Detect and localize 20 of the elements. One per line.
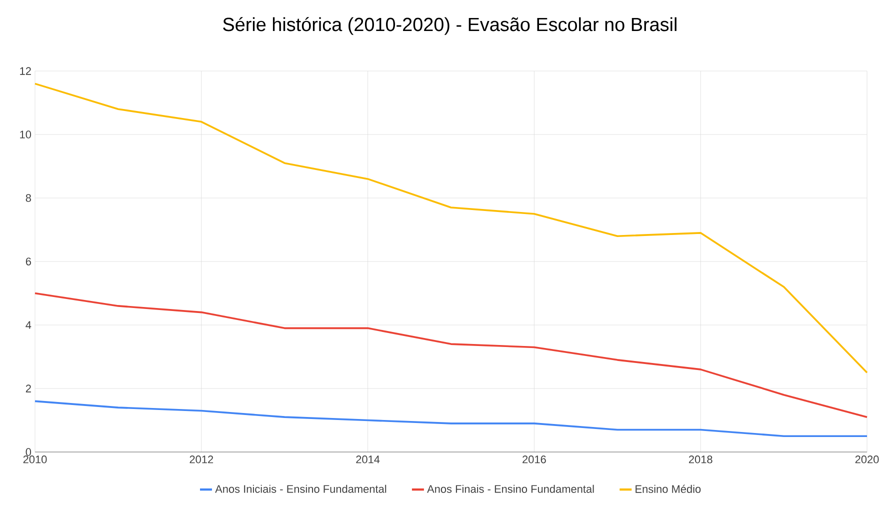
y-tick-label: 6	[26, 258, 31, 266]
y-tick-label: 8	[26, 194, 31, 202]
y-tick-label: 10	[20, 130, 32, 138]
x-tick-label: 2014	[356, 456, 380, 464]
x-tick-label: 2012	[190, 456, 214, 464]
legend-label: Anos Finais - Ensino Fundamental	[427, 484, 594, 493]
x-tick-label: 2018	[688, 456, 712, 464]
legend-label: Anos Iniciais - Ensino Fundamental	[215, 484, 386, 493]
chart-title: Série histórica (2010-2020) - Evasão Escolar no Brasil	[223, 17, 676, 35]
y-tick-label: 4	[26, 321, 32, 329]
y-tick-label: 0	[26, 448, 32, 456]
y-tick-label: 12	[20, 67, 31, 75]
line-series	[34, 292, 868, 418]
x-tick-label: 2020	[855, 456, 879, 464]
line-series	[34, 400, 868, 438]
legend-label: Ensino Médio	[636, 484, 701, 493]
x-tick-label: 2010	[23, 456, 47, 464]
x-tick-label: 2016	[522, 456, 546, 464]
y-tick-label: 2	[26, 384, 31, 392]
line-series	[34, 82, 868, 374]
